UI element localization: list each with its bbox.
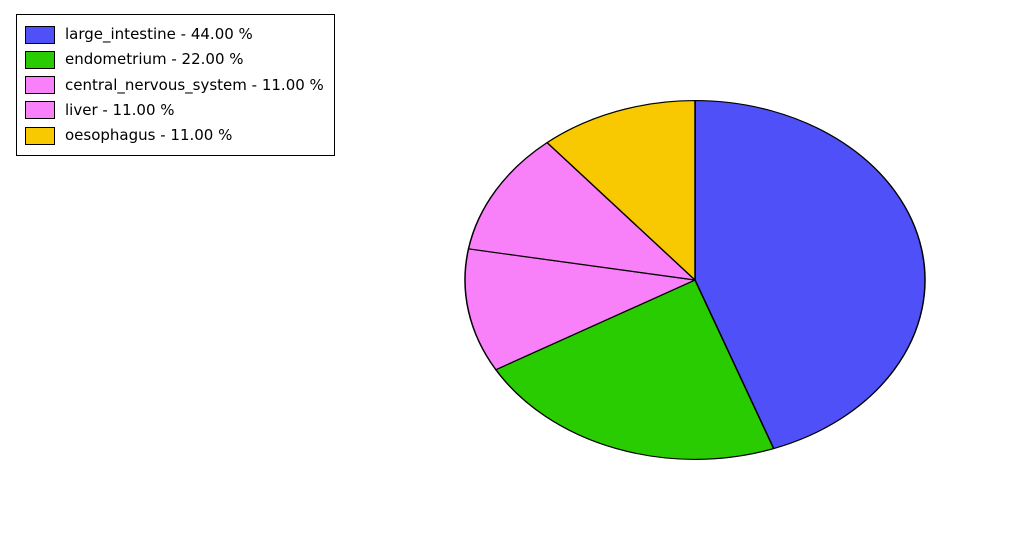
legend-label: oesophagus - 11.00 % [65,124,232,147]
legend-item: central_nervous_system - 11.00 % [25,74,324,97]
legend-item: oesophagus - 11.00 % [25,124,324,147]
pie-chart [445,85,945,475]
legend-swatch [25,76,55,94]
legend-label: large_intestine - 44.00 % [65,23,253,46]
legend-item: endometrium - 22.00 % [25,48,324,71]
chart-area: large_intestine - 44.00 % endometrium - … [0,0,1024,538]
legend-item: liver - 11.00 % [25,99,324,122]
legend-label: endometrium - 22.00 % [65,48,244,71]
legend-item: large_intestine - 44.00 % [25,23,324,46]
legend-swatch [25,26,55,44]
legend: large_intestine - 44.00 % endometrium - … [16,14,335,156]
legend-label: central_nervous_system - 11.00 % [65,74,324,97]
legend-swatch [25,101,55,119]
legend-swatch [25,127,55,145]
legend-label: liver - 11.00 % [65,99,175,122]
legend-swatch [25,51,55,69]
